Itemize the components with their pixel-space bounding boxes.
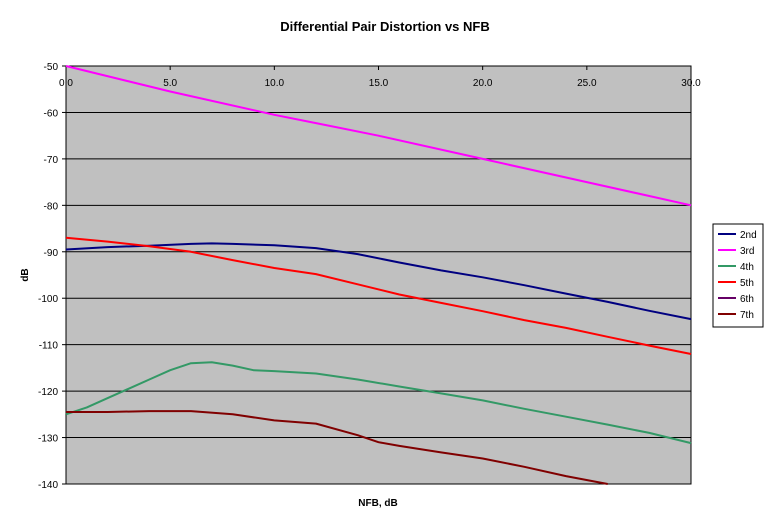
legend-label-3rd: 3rd xyxy=(740,246,754,257)
x-tick-label: 0.0 xyxy=(59,78,73,89)
legend: 2nd 3rd 4th 5th 6th 7th xyxy=(712,223,764,328)
x-tick-label: 5.0 xyxy=(163,78,177,89)
y-tick-label: -130 xyxy=(38,434,58,445)
y-axis-label: dB xyxy=(20,268,31,281)
series-line-7th xyxy=(66,410,608,485)
y-tick-label: -60 xyxy=(44,108,59,119)
chart-title: Differential Pair Distortion vs NFB xyxy=(280,19,489,34)
legend-label-2nd: 2nd xyxy=(740,230,757,241)
x-tick-label: 10.0 xyxy=(265,78,285,89)
legend-label-4th: 4th xyxy=(740,262,754,273)
y-tick-label: -50 xyxy=(44,62,59,73)
y-tick-label: -100 xyxy=(38,294,58,305)
grid-lines xyxy=(66,111,691,439)
plot-area xyxy=(65,65,692,485)
x-tick-label: 25.0 xyxy=(577,78,597,89)
series-lines xyxy=(65,65,692,485)
y-tick-label: -120 xyxy=(38,387,58,398)
legend-label-6th: 6th xyxy=(740,294,754,305)
x-tick-label: 30.0 xyxy=(681,78,701,89)
y-tick-label: -110 xyxy=(39,341,59,352)
series-line-5th xyxy=(65,236,692,355)
series-line-3rd xyxy=(65,65,692,207)
series-line-4th xyxy=(65,361,692,445)
x-tick-label: 20.0 xyxy=(473,78,493,89)
series-line-2nd xyxy=(65,242,692,321)
x-axis-ticks: 0.0 5.0 10.0 15.0 20.0 25.0 30.0 xyxy=(59,66,701,89)
x-tick-label: 15.0 xyxy=(369,78,389,89)
y-tick-label: -90 xyxy=(44,248,59,259)
y-tick-label: -140 xyxy=(38,480,58,491)
legend-box xyxy=(712,223,764,328)
x-axis-label: NFB, dB xyxy=(358,498,397,509)
legend-label-7th: 7th xyxy=(740,310,754,321)
y-tick-label: -70 xyxy=(44,155,59,166)
y-tick-label: -80 xyxy=(44,201,59,212)
legend-label-5th: 5th xyxy=(740,278,754,289)
y-axis-ticks: -50 -60 -70 -80 -90 -100 -110 -120 -130 -140 xyxy=(38,62,66,491)
